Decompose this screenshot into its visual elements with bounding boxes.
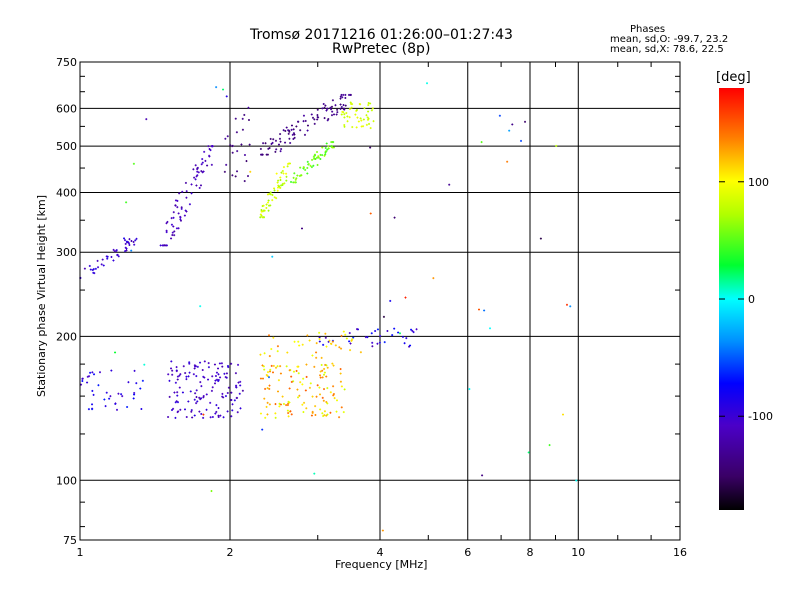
x-tick-label: 1 (77, 546, 84, 559)
phase-legend-x-mode: mean, sd,X: 78.6, 22.5 (610, 44, 724, 55)
colorbar-ticks: 100 0 -100 (719, 176, 773, 423)
x-tick-label: 8 (527, 546, 534, 559)
x-tick-label: 16 (673, 546, 687, 559)
chart-subtitle: RwPretec (8p) (332, 41, 431, 57)
x-tick-label: 4 (377, 546, 384, 559)
colorbar-tick-label: -100 (748, 410, 773, 423)
phase-legend-heading: Phases (630, 24, 666, 35)
x-axis-ticks: 1 2 4 6 8 10 16 (77, 62, 687, 559)
colorbar-label: [deg] (716, 70, 751, 85)
colorbar-tick-label: 100 (748, 176, 769, 189)
y-tick-label: 200 (56, 330, 77, 343)
x-axis-label: Frequency [MHz] (335, 558, 428, 571)
y-tick-label: 300 (56, 246, 77, 259)
grid-lines (80, 62, 680, 540)
y-axis-label: Stationary phase Virtual Height [km] (35, 194, 48, 397)
plot-frame (79, 61, 681, 541)
y-tick-label: 500 (56, 140, 77, 153)
chart-title: Tromsø 20171216 01:26:00–01:27:43 (250, 27, 513, 43)
data-points (79, 82, 578, 532)
y-axis-ticks: 75 100 200 300 400 500 600 750 (56, 56, 680, 547)
y-tick-label: 400 (56, 186, 77, 199)
x-tick-label: 2 (227, 546, 234, 559)
phase-legend-o-mode: mean, sd,O: -99.7, 23.2 (610, 34, 729, 45)
y-tick-label: 600 (56, 102, 77, 115)
y-tick-label: 100 (56, 474, 77, 487)
y-tick-label: 75 (63, 534, 77, 547)
y-tick-label: 750 (56, 56, 77, 69)
colorbar-tick-label: 0 (748, 293, 755, 306)
x-tick-label: 10 (571, 546, 585, 559)
x-tick-label: 6 (464, 546, 471, 559)
